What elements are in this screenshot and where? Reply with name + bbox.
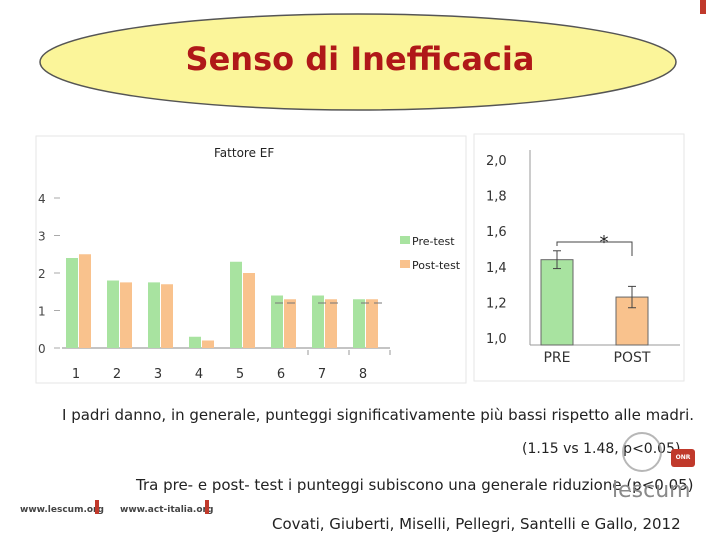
- significance-bracket: [556, 241, 633, 256]
- red-bracket-icon: [205, 500, 209, 514]
- bar-pre: [148, 282, 160, 348]
- bar-post: [284, 299, 296, 348]
- legend-swatch-pre: [400, 236, 410, 244]
- right-y-tick-label: 1,8: [486, 190, 507, 205]
- right-x-tick-label: POST: [614, 350, 651, 366]
- right-x-tick-label: PRE: [543, 350, 570, 366]
- slide-title: Senso di Inefficacia: [185, 40, 535, 78]
- bar-pre: [66, 258, 78, 348]
- legend-swatch-post: [400, 260, 410, 268]
- title-oval: [39, 13, 677, 111]
- lescum-brand-logo: lescum: [612, 478, 691, 503]
- legend-label-post: Post-test: [412, 259, 461, 272]
- bar-post: [202, 340, 214, 348]
- left-x-tick-label: 6: [277, 367, 285, 382]
- right-chart-frame: [473, 133, 685, 382]
- bar-post: [243, 273, 255, 348]
- left-x-tick-label: 8: [359, 367, 367, 382]
- left-x-tick-label: 4: [195, 367, 203, 382]
- bar-post: [366, 299, 378, 348]
- left-y-tick-label: 4: [38, 192, 46, 206]
- right-y-tick-label: 2,0: [486, 154, 507, 169]
- legend-label-pre: Pre-test: [412, 235, 455, 248]
- left-x-tick-label: 3: [154, 367, 162, 382]
- bar-post: [120, 282, 132, 348]
- bar-post: [161, 284, 173, 348]
- lescum-url-logo: www.lescum.org: [20, 505, 104, 515]
- left-x-tick-label: 1: [72, 367, 80, 382]
- red-bracket-icon: [700, 0, 706, 14]
- bar-pre: [189, 336, 201, 348]
- left-y-tick-label: 2: [38, 267, 46, 281]
- seal-icon: [622, 432, 662, 472]
- bar-pre: [540, 259, 574, 346]
- left-chart-title: Fattore EF: [214, 146, 274, 160]
- right-y-tick-label: 1,6: [486, 225, 507, 240]
- left-x-tick-label: 2: [113, 367, 121, 382]
- left-y-tick-label: 1: [38, 305, 46, 319]
- left-x-tick-label: 5: [236, 367, 244, 382]
- right-y-tick-label: 1,0: [486, 332, 507, 347]
- act-url-logo: www.act-italia.org: [120, 505, 214, 515]
- left-chart-frame: [35, 135, 467, 384]
- citation: Covati, Giuberti, Miselli, Pellegri, San…: [272, 515, 681, 533]
- red-bracket-icon: [95, 500, 99, 514]
- finding-1: I padri danno, in generale, punteggi sig…: [62, 406, 695, 424]
- onr-badge: ONR: [671, 449, 695, 467]
- bar-pre: [353, 299, 365, 348]
- finding-2: Tra pre- e post- test i punteggi subisco…: [136, 476, 694, 494]
- left-x-tick-label: 7: [318, 367, 326, 382]
- right-y-tick-label: 1,4: [486, 261, 507, 276]
- bar-pre: [271, 295, 283, 348]
- left-y-tick-label: 0: [38, 342, 46, 356]
- bar-pre: [107, 280, 119, 348]
- bar-post: [325, 299, 337, 348]
- bar-post: [79, 254, 91, 348]
- significance-star: *: [600, 232, 609, 253]
- left-y-tick-label: 3: [38, 230, 46, 244]
- right-y-tick-label: 1,2: [486, 296, 507, 311]
- bar-pre: [230, 261, 242, 348]
- bar-pre: [312, 295, 324, 348]
